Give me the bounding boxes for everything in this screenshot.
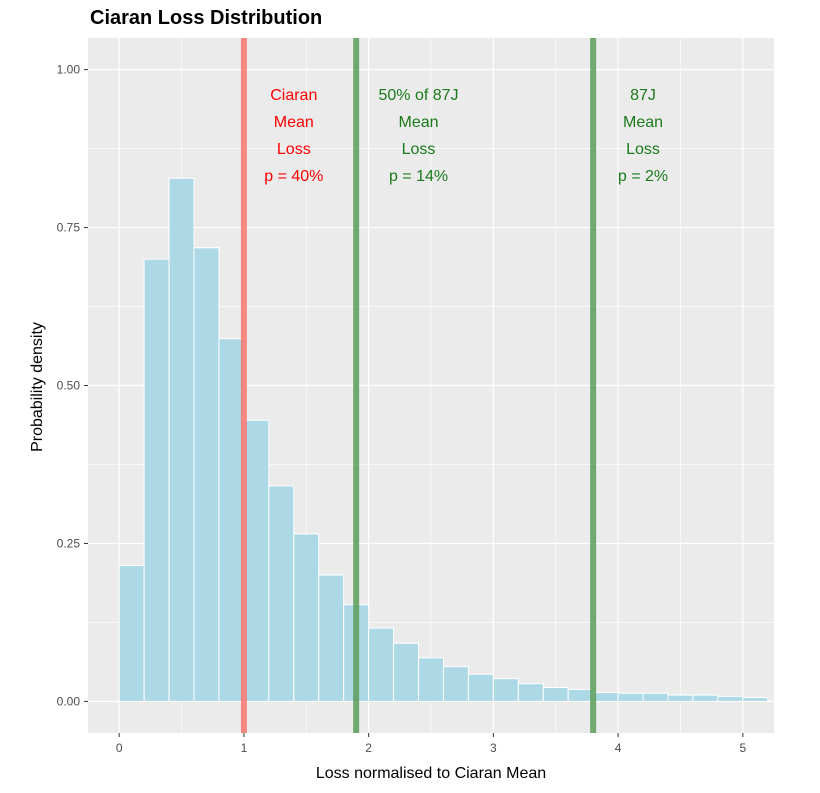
annotation-line: Mean — [623, 114, 663, 131]
histogram-bar — [318, 574, 345, 702]
annotation-line: Loss — [626, 141, 660, 158]
histogram-bar — [442, 666, 469, 702]
annotation-line: Mean — [399, 114, 439, 131]
annotation-line: p = 2% — [618, 168, 668, 185]
annotation-line: Mean — [274, 114, 314, 131]
x-axis-label: Loss normalised to Ciaran Mean — [316, 765, 546, 782]
histogram-bar — [692, 694, 719, 702]
annotation-line: 50% of 87J — [378, 87, 458, 104]
histogram-bar — [218, 338, 245, 702]
histogram-bar — [193, 247, 220, 702]
annotations: Ciaran Mean Loss p = 40% 50% of 87J Mean Loss p… — [264, 87, 668, 185]
chart-title: Ciaran Loss Distribution — [90, 7, 322, 29]
y-tick-label: 0.50 — [57, 379, 81, 393]
histogram-bar — [118, 565, 145, 702]
annotation-line: Loss — [402, 141, 436, 158]
87j-mean-annotation: 87J Mean Loss p = 2% — [618, 87, 668, 185]
histogram-bar — [717, 695, 744, 702]
x-tick-label: 0 — [116, 741, 123, 755]
y-tick-label: 0.00 — [57, 694, 81, 708]
annotation-line: 87J — [630, 87, 656, 104]
reference-lines — [240, 38, 597, 733]
histogram-bar — [567, 688, 594, 702]
histogram-bar — [592, 692, 619, 702]
histogram-bar — [467, 673, 494, 702]
x-tick-label: 3 — [490, 741, 497, 755]
y-tick-label: 0.75 — [57, 221, 81, 235]
histogram-bar — [418, 657, 444, 702]
fifty-pct-87j-annotation: 50% of 87J Mean Loss p = 14% — [378, 87, 458, 185]
x-tick-label: 1 — [241, 741, 248, 755]
annotation-line: p = 40% — [264, 168, 323, 185]
histogram-bar — [168, 177, 195, 702]
x-tick-label: 2 — [365, 741, 372, 755]
x-axis-ticks: 0 1 2 3 4 5 — [116, 733, 746, 755]
annotation-line: Loss — [277, 141, 311, 158]
histogram-bars — [118, 177, 769, 702]
annotation-line: Ciaran — [270, 87, 317, 104]
histogram-bar — [542, 687, 569, 702]
histogram-bar — [143, 258, 170, 702]
ciaran-mean-annotation: Ciaran Mean Loss p = 40% — [264, 87, 323, 185]
histogram-bar — [742, 697, 769, 702]
histogram-bar — [293, 533, 320, 702]
y-tick-label: 0.25 — [57, 536, 81, 550]
histogram-bar — [243, 419, 270, 702]
y-axis-label: Probability density — [29, 322, 46, 452]
annotation-line: p = 14% — [389, 168, 448, 185]
y-axis-ticks: 0.00 0.25 0.50 0.75 1.00 — [57, 63, 88, 708]
histogram-bar — [268, 485, 295, 702]
x-tick-label: 5 — [739, 741, 746, 755]
histogram-bar — [492, 678, 519, 702]
histogram-bar — [617, 692, 644, 702]
histogram-bar — [517, 683, 544, 702]
histogram-bar — [393, 642, 420, 702]
histogram-bar — [368, 627, 395, 702]
histogram-bar — [667, 694, 694, 702]
y-tick-label: 1.00 — [57, 63, 81, 77]
histogram-bar — [642, 692, 669, 702]
x-tick-label: 4 — [615, 741, 622, 755]
